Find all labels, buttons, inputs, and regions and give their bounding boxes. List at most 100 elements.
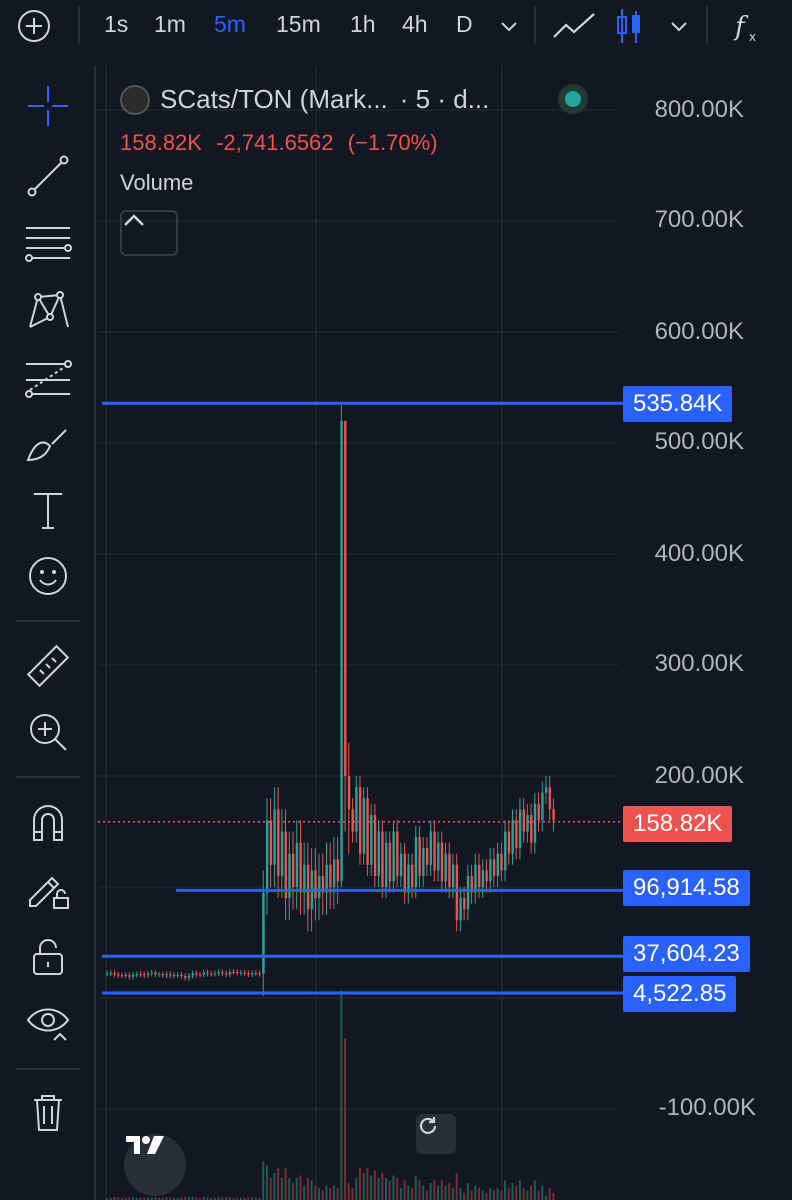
- price-axis-label: 200.00K: [654, 762, 744, 789]
- trend-line-icon[interactable]: [22, 150, 74, 202]
- chevron-down-icon[interactable]: [494, 6, 524, 46]
- line-chart-icon[interactable]: [550, 6, 598, 46]
- price-axis-label: 800.00K: [654, 96, 744, 123]
- timeframe-5m[interactable]: 5m: [214, 11, 246, 37]
- horizontal-lines-icon[interactable]: [22, 216, 74, 268]
- candle-body-up: [273, 809, 276, 865]
- candle-body-down: [321, 875, 325, 893]
- volume-bar: [414, 1175, 417, 1200]
- volume-bar: [403, 1180, 406, 1200]
- tradingview-logo[interactable]: [124, 1134, 186, 1196]
- volume-bar: [388, 1180, 391, 1200]
- timeframe-1s[interactable]: 1s: [104, 11, 129, 37]
- volume-bar: [314, 1185, 317, 1200]
- add-symbol-icon[interactable]: [12, 6, 56, 46]
- level-tag[interactable]: 535.84K: [623, 386, 733, 422]
- candle-body-up: [251, 972, 254, 975]
- volume-bar: [451, 1188, 454, 1200]
- volume-bar: [463, 1193, 466, 1200]
- candle-body-up: [385, 842, 388, 887]
- level-tag[interactable]: 4,522.85: [623, 976, 737, 1012]
- svg-text:f: f: [733, 12, 749, 42]
- volume-bar: [474, 1185, 477, 1200]
- lock-drawing-icon[interactable]: [22, 862, 74, 914]
- crosshair-icon[interactable]: [22, 80, 74, 132]
- volume-legend[interactable]: Volume: [120, 170, 194, 195]
- volume-bar: [537, 1190, 540, 1200]
- volume-bar: [191, 1196, 194, 1200]
- volume-bar: [407, 1185, 410, 1200]
- volume-bar: [180, 1197, 183, 1200]
- candle-body-up: [132, 974, 135, 977]
- level-tag[interactable]: 96,914.58: [623, 870, 750, 906]
- timeframe-1m[interactable]: 1m: [154, 11, 186, 37]
- reset-chart-button[interactable]: [416, 1114, 456, 1154]
- volume-bar: [195, 1197, 198, 1200]
- price-change-pct: (−1.70%): [347, 130, 438, 155]
- pattern-icon[interactable]: [22, 284, 74, 336]
- candle-body-down: [210, 973, 213, 975]
- candle-body-down: [403, 853, 406, 893]
- candle-body-up: [150, 972, 154, 974]
- volume-bar: [399, 1188, 402, 1200]
- ruler-icon[interactable]: [22, 640, 74, 692]
- eye-icon[interactable]: [22, 996, 74, 1048]
- collapse-legend-button[interactable]: [120, 210, 178, 256]
- volume-bar: [455, 1173, 458, 1200]
- level-tag[interactable]: 37,604.23: [623, 936, 750, 972]
- candle-body-down: [143, 974, 146, 976]
- timeframe-d[interactable]: D: [456, 11, 473, 37]
- magnet-icon[interactable]: [22, 796, 74, 848]
- candle-body-down: [381, 831, 384, 887]
- svg-text:x: x: [749, 30, 756, 43]
- volume-bar: [254, 1197, 257, 1200]
- candle-body-down: [254, 972, 258, 974]
- sidebar-divider: [16, 1068, 80, 1070]
- toolbar-divider: [78, 6, 80, 44]
- candle-body-up: [533, 803, 537, 843]
- volume-bar: [232, 1197, 235, 1200]
- candle-body-up: [422, 848, 425, 876]
- tradingview-logo-icon: [126, 1136, 164, 1154]
- candle-body-down: [113, 972, 116, 975]
- candle-body-down: [396, 831, 399, 876]
- brush-icon[interactable]: [22, 418, 74, 470]
- zoom-icon[interactable]: [22, 706, 74, 758]
- fib-icon[interactable]: [22, 352, 74, 404]
- timeframe-15m[interactable]: 15m: [276, 11, 321, 37]
- candle-body-down: [448, 853, 451, 887]
- current-price-tag: 158.82K: [623, 806, 733, 842]
- candle-body-down: [336, 859, 340, 882]
- candle-body-down: [537, 803, 540, 821]
- candle-body-down: [418, 837, 421, 876]
- timeframe-1h[interactable]: 1h: [350, 11, 376, 37]
- volume-bar: [544, 1195, 547, 1200]
- volume-bar: [518, 1180, 521, 1200]
- candle-body-up: [172, 974, 176, 976]
- chevron-down-icon[interactable]: [664, 6, 694, 46]
- candle-body-down: [507, 831, 511, 854]
- candle-body-up: [496, 853, 499, 876]
- emoji-icon[interactable]: [22, 550, 74, 602]
- candle-body-up: [481, 870, 485, 887]
- chart-pane[interactable]: SCats/TON (Mark... · 5 · d... 158.82K -2…: [98, 66, 792, 1200]
- candle-body-up: [437, 842, 440, 871]
- volume-bar: [169, 1197, 172, 1200]
- timeframe-4h[interactable]: 4h: [402, 11, 428, 37]
- candle-body-up: [392, 831, 395, 882]
- candle-body-down: [269, 820, 273, 865]
- volume-bar: [433, 1180, 436, 1200]
- text-icon[interactable]: [22, 484, 74, 536]
- symbol-legend[interactable]: SCats/TON (Mark... · 5 · d...: [120, 84, 489, 115]
- trash-icon[interactable]: [22, 1086, 74, 1138]
- drawing-toolbar: [0, 66, 96, 1200]
- candles-icon[interactable]: [612, 6, 646, 46]
- lock-icon[interactable]: [22, 930, 74, 982]
- candle-body-up: [106, 973, 109, 975]
- volume-bar: [277, 1168, 280, 1200]
- volume-bar: [444, 1185, 447, 1200]
- candle-body-up: [213, 973, 217, 975]
- candle-body-down: [169, 974, 172, 976]
